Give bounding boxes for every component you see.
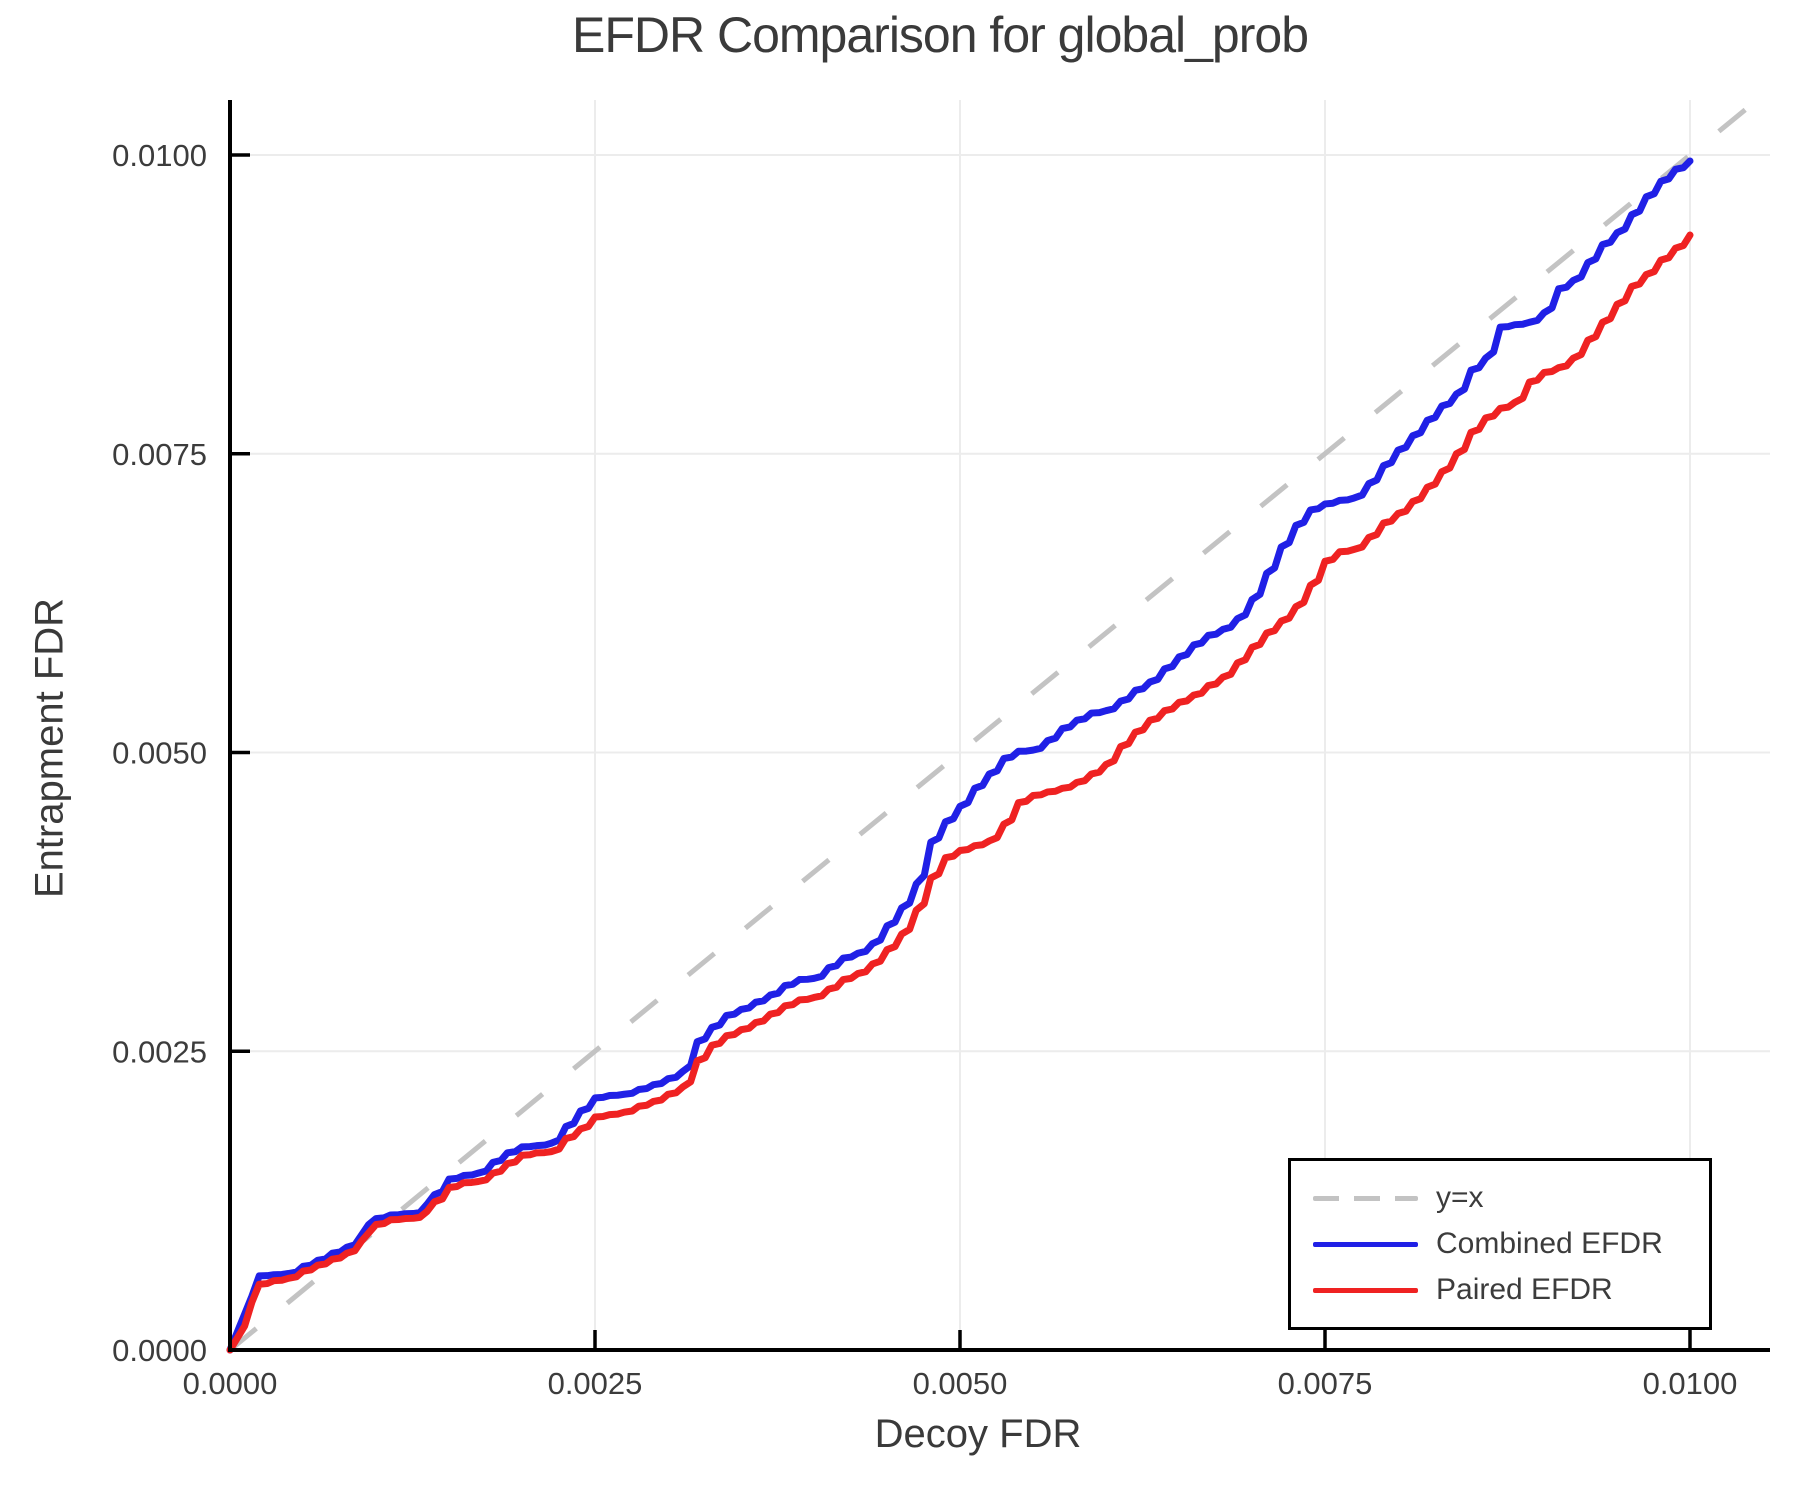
paired-efdr-line — [226, 231, 1694, 1354]
x-tick-label: 0.0025 — [548, 1366, 643, 1401]
legend-label-identity: y=x — [1436, 1181, 1484, 1214]
x-tick-label: 0.0100 — [1643, 1366, 1738, 1401]
y-axis-label: Entrapment FDR — [27, 597, 72, 899]
paired-efdr-swatch — [1313, 1287, 1418, 1293]
x-tick-label: 0.0000 — [183, 1366, 278, 1401]
legend: y=x Combined EFDR Paired EFDR — [1288, 1158, 1712, 1330]
identity-line-swatch — [1313, 1195, 1418, 1201]
y-tick-label: 0.0025 — [112, 1034, 207, 1069]
combined-efdr-swatch — [1313, 1241, 1418, 1247]
legend-label-paired-efdr: Paired EFDR — [1436, 1273, 1613, 1306]
y-tick-label: 0.0075 — [112, 437, 207, 472]
legend-item-paired-efdr: Paired EFDR — [1313, 1269, 1691, 1311]
legend-item-identity: y=x — [1313, 1177, 1691, 1219]
identity-line — [228, 98, 1759, 1352]
legend-label-combined-efdr: Combined EFDR — [1436, 1227, 1663, 1260]
x-tick-label: 0.0075 — [1278, 1366, 1373, 1401]
y-tick-label: 0.0000 — [112, 1333, 207, 1368]
x-tick-label: 0.0050 — [913, 1366, 1008, 1401]
y-tick-label: 0.0100 — [112, 138, 207, 173]
legend-item-combined-efdr: Combined EFDR — [1313, 1223, 1691, 1265]
chart-title: EFDR Comparison for global_prob — [571, 7, 1309, 63]
y-tick-label: 0.0050 — [112, 736, 207, 771]
x-axis-label: Decoy FDR — [874, 1412, 1082, 1456]
combined-efdr-line — [226, 157, 1694, 1354]
